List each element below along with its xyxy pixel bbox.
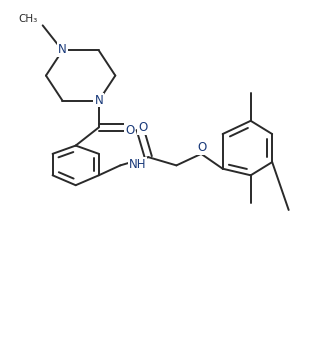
Text: O: O (197, 141, 206, 154)
Text: CH₃: CH₃ (18, 14, 38, 24)
Text: N: N (58, 43, 67, 56)
Text: O: O (138, 121, 147, 134)
Text: NH: NH (129, 158, 146, 171)
Text: O: O (125, 124, 134, 137)
Text: N: N (95, 94, 103, 107)
